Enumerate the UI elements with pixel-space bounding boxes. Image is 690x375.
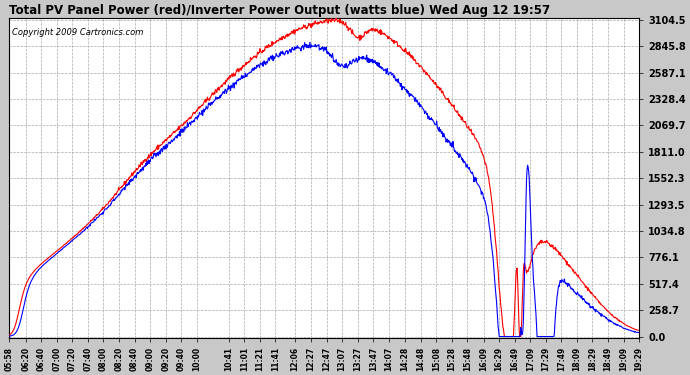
Text: Total PV Panel Power (red)/Inverter Power Output (watts blue) Wed Aug 12 19:57: Total PV Panel Power (red)/Inverter Powe…	[9, 4, 550, 17]
Text: Copyright 2009 Cartronics.com: Copyright 2009 Cartronics.com	[12, 28, 144, 37]
